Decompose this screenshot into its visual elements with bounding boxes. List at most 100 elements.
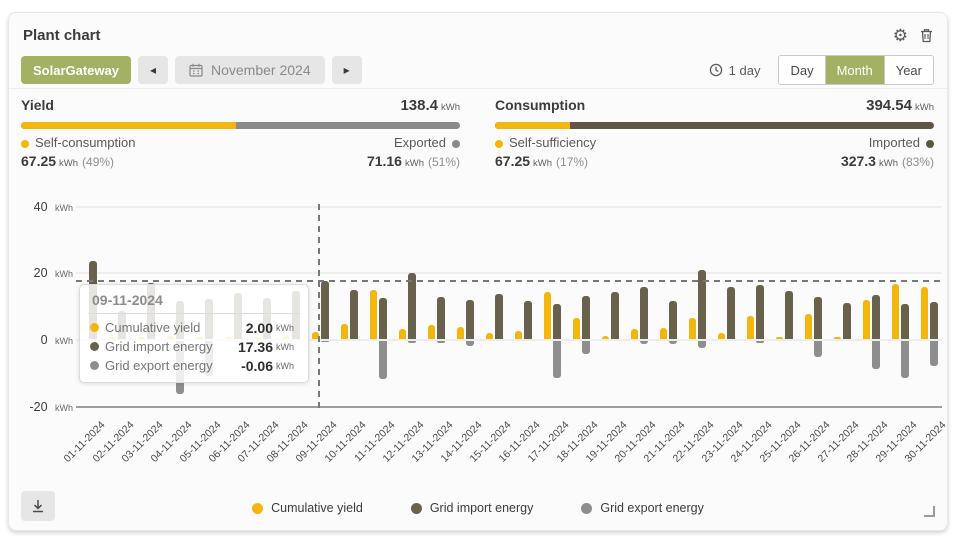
- yield-bar[interactable]: [834, 337, 841, 339]
- gateway-button[interactable]: SolarGateway: [21, 56, 131, 84]
- yield-bar[interactable]: [486, 332, 493, 339]
- olive-dot-icon: [410, 502, 422, 514]
- yield-bar[interactable]: [660, 327, 667, 339]
- yield-bar[interactable]: [631, 329, 638, 339]
- import-bar[interactable]: [350, 289, 358, 339]
- import-bar[interactable]: [321, 281, 329, 339]
- yield-bar[interactable]: [863, 299, 870, 339]
- export-bar[interactable]: [901, 341, 909, 379]
- export-bar[interactable]: [437, 341, 445, 344]
- yield-bar[interactable]: [602, 335, 609, 339]
- export-bar[interactable]: [814, 341, 822, 358]
- import-bar[interactable]: [669, 301, 677, 339]
- export-bar[interactable]: [582, 341, 590, 355]
- export-bar[interactable]: [698, 341, 706, 348]
- consumption-progress: [495, 122, 934, 129]
- yield-bar[interactable]: [312, 332, 319, 339]
- prev-period-button[interactable]: ◂: [138, 56, 168, 84]
- exported-value: 71.16 kWh (51%): [366, 153, 460, 169]
- yellow-dot-icon: [495, 139, 503, 148]
- chart-tooltip: 09-11-2024 Cumulative yield 2.00 kWh Grid…: [79, 284, 309, 383]
- export-bar[interactable]: [321, 341, 329, 342]
- olive-dot-icon: [90, 342, 99, 351]
- yield-total: 138.4: [400, 97, 438, 114]
- import-bar[interactable]: [611, 292, 619, 339]
- export-bar[interactable]: [930, 341, 938, 366]
- import-bar[interactable]: [901, 303, 909, 339]
- gray-dot-icon: [90, 361, 99, 370]
- yield-bar[interactable]: [370, 289, 377, 339]
- yield-bar[interactable]: [892, 283, 899, 339]
- import-bar[interactable]: [640, 286, 648, 339]
- import-bar[interactable]: [495, 293, 503, 339]
- exported-label: Exported: [394, 135, 460, 150]
- import-bar[interactable]: [408, 272, 416, 339]
- gray-dot-icon: [452, 139, 460, 148]
- yield-bar[interactable]: [428, 324, 435, 339]
- import-bar[interactable]: [814, 296, 822, 339]
- settings-button[interactable]: ⚙: [893, 27, 908, 44]
- legend-item-export[interactable]: Grid export energy: [581, 501, 704, 515]
- import-bar[interactable]: [437, 296, 445, 339]
- y-axis-tick: 20 kWh: [33, 266, 73, 281]
- period-picker-button[interactable]: November 2024: [175, 56, 325, 84]
- import-bar[interactable]: [524, 300, 532, 339]
- export-bar[interactable]: [553, 341, 561, 378]
- yellow-dot-icon: [90, 323, 99, 332]
- import-bar[interactable]: [756, 284, 764, 339]
- yield-bar[interactable]: [718, 333, 725, 339]
- import-bar[interactable]: [930, 301, 938, 339]
- self-sufficiency-value: 67.25 kWh (17%): [495, 153, 589, 169]
- gridline: [76, 405, 942, 408]
- imported-value: 327.3 kWh (83%): [840, 153, 934, 169]
- download-button[interactable]: [21, 491, 55, 521]
- yield-bar[interactable]: [399, 329, 406, 339]
- yield-bar[interactable]: [921, 286, 928, 339]
- import-bar[interactable]: [843, 302, 851, 339]
- import-bar[interactable]: [553, 303, 561, 339]
- import-bar[interactable]: [379, 297, 387, 339]
- yield-bar[interactable]: [776, 337, 783, 339]
- import-bar[interactable]: [872, 294, 880, 339]
- legend-item-import[interactable]: Grid import energy: [410, 501, 533, 515]
- x-axis-label: 30-11-2024: [902, 419, 949, 465]
- gray-dot-icon: [581, 502, 593, 514]
- consumption-summary: Consumption 394.54 kWh Self-sufficiency I…: [495, 97, 934, 169]
- tab-day[interactable]: Day: [779, 56, 825, 84]
- yield-bar[interactable]: [747, 315, 754, 339]
- delete-button[interactable]: [920, 28, 933, 43]
- yield-progress: [21, 122, 460, 129]
- tab-month[interactable]: Month: [824, 56, 884, 84]
- export-bar[interactable]: [669, 341, 677, 345]
- yield-bar[interactable]: [573, 317, 580, 339]
- tooltip-row: Grid export energy -0.06 kWh: [90, 356, 298, 375]
- yield-bar[interactable]: [341, 324, 348, 339]
- export-bar[interactable]: [466, 341, 474, 346]
- download-icon: [33, 500, 43, 513]
- olive-dot-icon: [926, 139, 934, 148]
- resize-handle-icon[interactable]: [924, 506, 935, 517]
- x-axis-labels: 01-11-2024 02-11-2024 03-11-2024 04-11-2024…: [9, 411, 949, 483]
- period-label: November 2024: [211, 62, 311, 78]
- next-period-button[interactable]: ▸: [331, 56, 362, 84]
- export-bar[interactable]: [756, 341, 764, 343]
- import-bar[interactable]: [698, 269, 706, 339]
- yield-bar[interactable]: [689, 317, 696, 339]
- export-bar[interactable]: [872, 341, 880, 369]
- tooltip-row: Grid import energy 17.36 kWh: [90, 337, 298, 356]
- yield-bar[interactable]: [457, 327, 464, 339]
- yield-bar[interactable]: [515, 330, 522, 339]
- yield-bar[interactable]: [805, 314, 812, 339]
- import-bar[interactable]: [785, 290, 793, 339]
- tab-year[interactable]: Year: [883, 56, 933, 84]
- tooltip-date: 09-11-2024: [92, 292, 163, 308]
- toolbar: SolarGateway ◂ November 2024 ▸ 1 day Day…: [21, 55, 934, 85]
- export-bar[interactable]: [640, 341, 648, 345]
- export-bar[interactable]: [379, 341, 387, 379]
- import-bar[interactable]: [466, 299, 474, 339]
- import-bar[interactable]: [727, 287, 735, 339]
- export-bar[interactable]: [408, 341, 416, 344]
- import-bar[interactable]: [582, 296, 590, 339]
- yield-bar[interactable]: [544, 291, 551, 339]
- legend-item-yield[interactable]: Cumulative yield: [252, 501, 363, 515]
